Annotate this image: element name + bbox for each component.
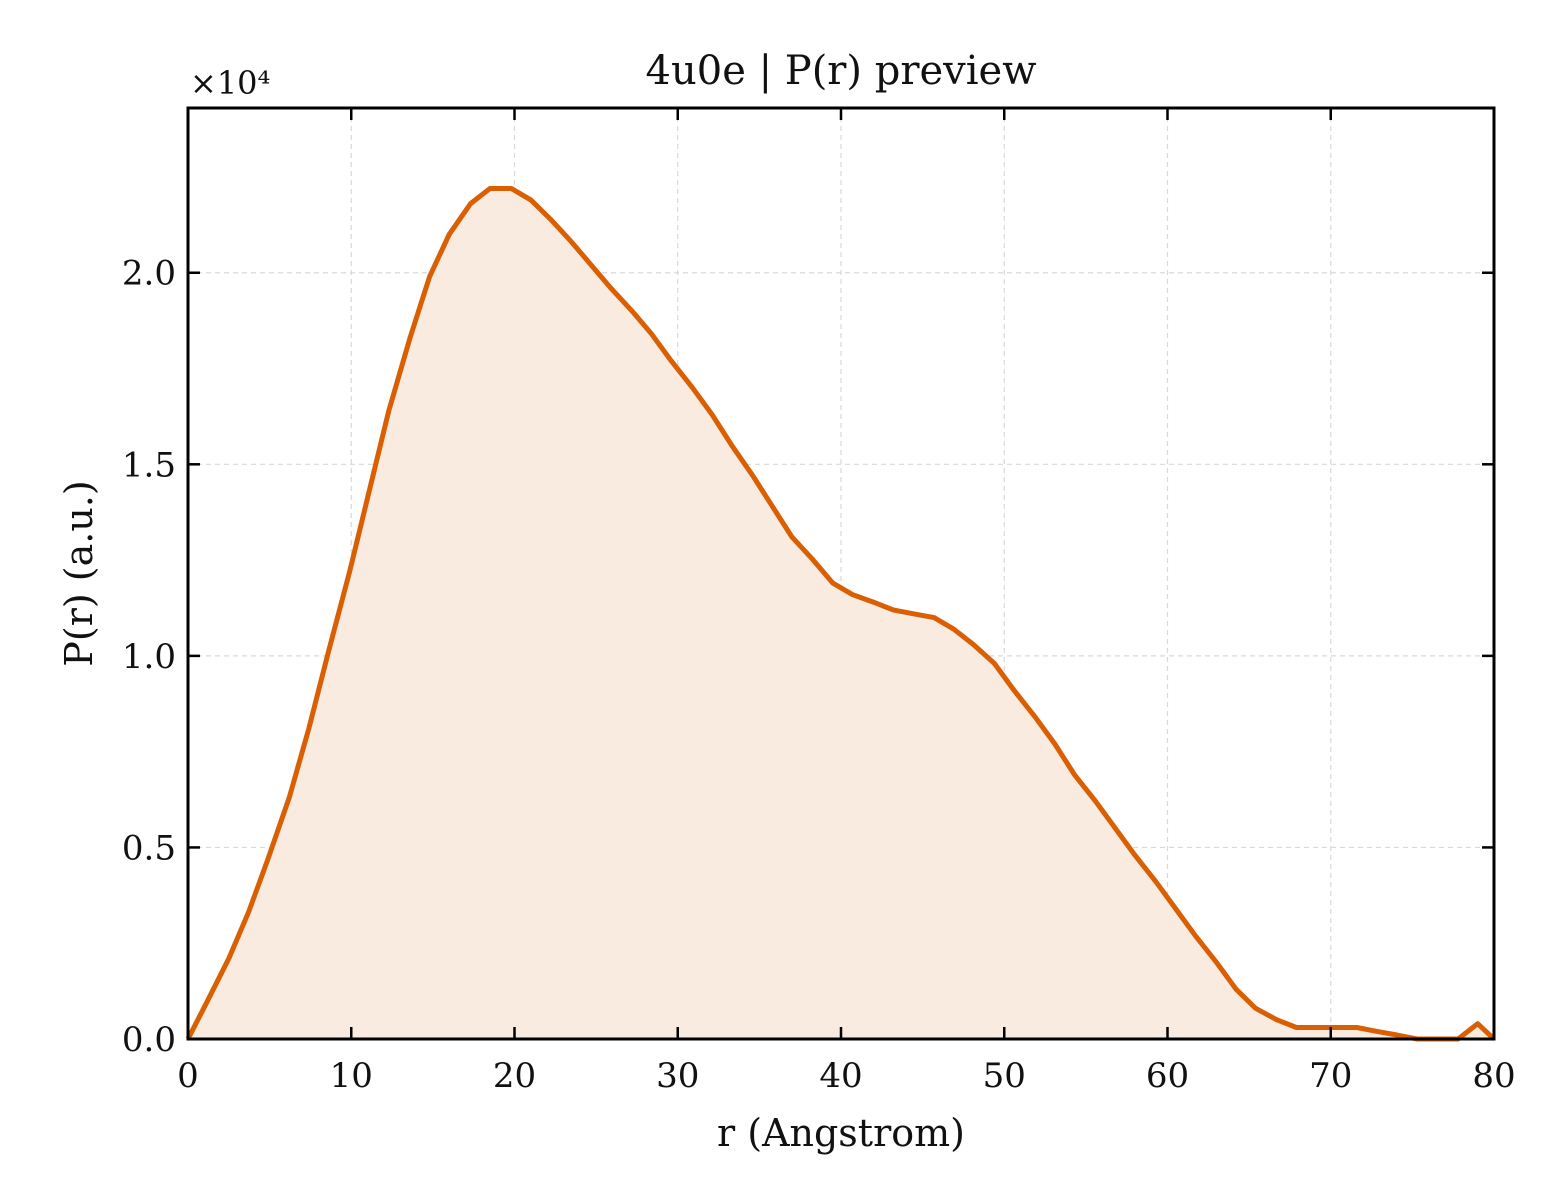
y-tick-label: 2.0 — [122, 254, 176, 294]
x-tick-label: 20 — [493, 1056, 536, 1096]
x-axis-label: r (Angstrom) — [717, 1111, 965, 1155]
x-tick-label: 40 — [819, 1056, 862, 1096]
x-tick-label: 50 — [983, 1056, 1026, 1096]
x-tick-label: 0 — [177, 1056, 199, 1096]
y-tick-label: 0.5 — [122, 828, 176, 868]
x-tick-label: 70 — [1309, 1056, 1352, 1096]
y-axis-offset-label: ×10⁴ — [190, 64, 270, 102]
x-tick-label: 60 — [1146, 1056, 1189, 1096]
axis-ticks: 0 10 20 30 40 50 60 70 80 0.0 0.5 1.0 1.5 2.0 — [122, 108, 1516, 1096]
chart-title: 4u0e | P(r) preview — [646, 48, 1037, 94]
pr-area-fill — [188, 188, 1494, 1039]
x-tick-label: 80 — [1472, 1056, 1515, 1096]
y-tick-label: 1.5 — [122, 445, 176, 485]
x-tick-label: 30 — [656, 1056, 699, 1096]
y-tick-label: 1.0 — [122, 637, 176, 677]
pr-series-line — [185, 185, 1496, 1042]
y-tick-label: 0.0 — [122, 1020, 176, 1060]
x-tick-label: 10 — [330, 1056, 373, 1096]
y-axis-label: P(r) (a.u.) — [57, 480, 101, 666]
